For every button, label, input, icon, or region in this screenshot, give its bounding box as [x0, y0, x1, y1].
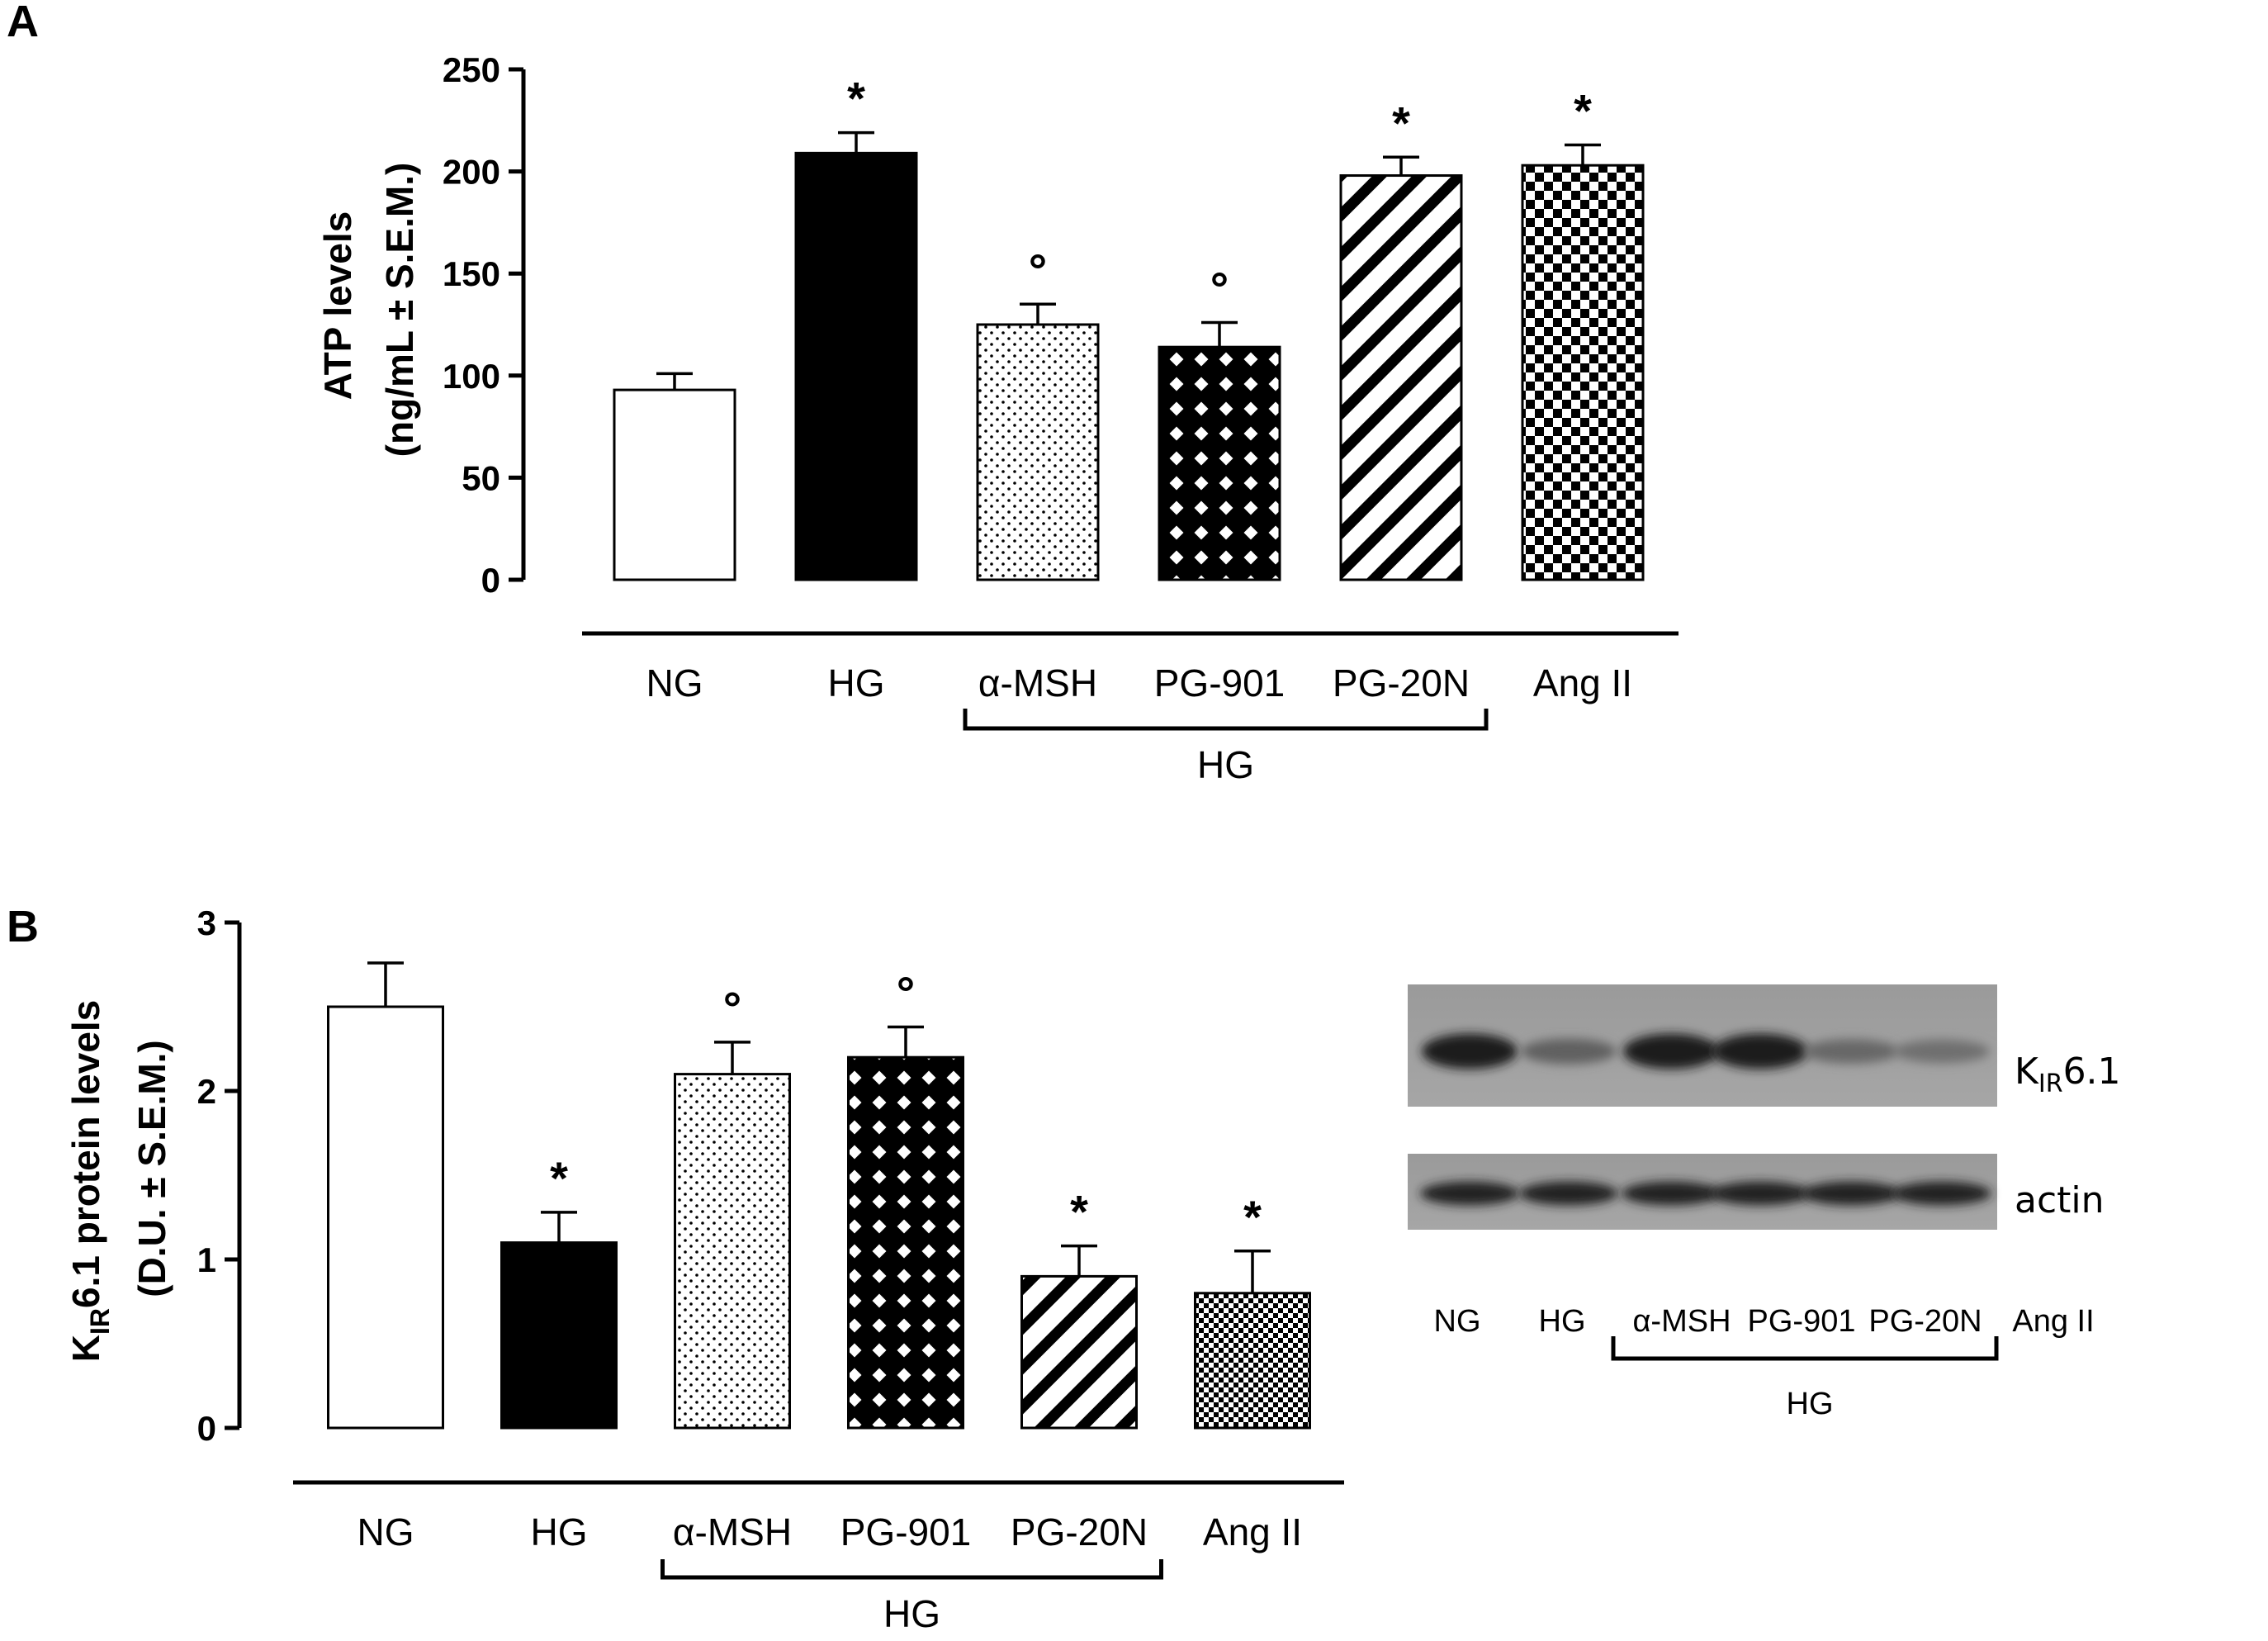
y-tick-label: 250 — [443, 50, 500, 89]
panel-letter-b: B — [7, 902, 39, 951]
actin-band-1 — [1519, 1181, 1618, 1206]
y-axis-label-b-line2: (D.U. ± S.E.M.) — [130, 1040, 173, 1297]
y-tick-label: 2 — [197, 1072, 216, 1111]
group-bracket-label: HG — [883, 1592, 940, 1635]
y-tick-label: 3 — [197, 903, 216, 942]
x-category-label-4: PG-20N — [1011, 1511, 1148, 1553]
significance-marker-5: * — [1243, 1191, 1262, 1243]
western-blot: KIR6.1 actin NG HG α-MSH PG-901 PG-20N Ang II… — [1408, 984, 2121, 1421]
y-axis-label-b-line1: KIR6.1 protein levels — [64, 1000, 115, 1363]
kir-band-0 — [1422, 1033, 1518, 1069]
x-category-label-3: PG-901 — [840, 1511, 972, 1553]
bar-4 — [1339, 174, 1463, 581]
significance-marker-2: ° — [723, 982, 741, 1034]
kir-band-1 — [1521, 1038, 1617, 1065]
actin-band-2 — [1622, 1181, 1721, 1206]
panel-letter-a: A — [7, 0, 39, 46]
y-axis-label-a-line1: ATP levels — [316, 211, 359, 400]
y-tick-label: 0 — [197, 1409, 216, 1448]
significance-marker-2: ° — [1029, 244, 1047, 296]
x-category-label-1: HG — [828, 662, 885, 704]
blot-lane-label-2: α-MSH — [1632, 1304, 1731, 1339]
blot-label-actin: actin — [2015, 1179, 2105, 1221]
group-bracket-label: HG — [1197, 743, 1254, 786]
kir-band-3 — [1712, 1033, 1808, 1069]
x-category-label-2: α-MSH — [673, 1511, 792, 1553]
bar-0 — [327, 1005, 444, 1430]
significance-marker-3: ° — [897, 966, 915, 1018]
group-bracket — [661, 1559, 1163, 1580]
bar-1 — [794, 151, 918, 581]
kir-band-2 — [1623, 1033, 1719, 1069]
x-category-label-5: Ang II — [1203, 1511, 1302, 1553]
significance-marker-1: * — [550, 1152, 568, 1204]
chart-a: ATP levels (ng/mL ± S.E.M.) 0 50 100 150 200… — [316, 50, 1679, 786]
x-category-label-5: Ang II — [1533, 662, 1632, 704]
actin-band-4 — [1802, 1181, 1901, 1206]
kir-band-4 — [1803, 1039, 1899, 1064]
bar-5 — [1521, 164, 1645, 581]
bar-3 — [1158, 345, 1281, 581]
y-tick-label: 200 — [443, 153, 500, 192]
significance-marker-3: ° — [1210, 263, 1229, 315]
y-tick-label: 150 — [443, 254, 500, 293]
y-axis-label-a-line2: (ng/mL ± S.E.M.) — [378, 163, 421, 458]
y-tick-label: 50 — [462, 458, 500, 497]
x-category-label-1: HG — [531, 1511, 588, 1553]
y-tick-label: 1 — [197, 1240, 216, 1279]
bar-1 — [500, 1241, 618, 1430]
x-category-label-4: PG-20N — [1333, 662, 1470, 704]
actin-band-5 — [1892, 1181, 1991, 1206]
blot-lane-labels: NG HG α-MSH PG-901 PG-20N Ang II — [1434, 1304, 2095, 1339]
actin-band-3 — [1711, 1181, 1810, 1206]
significance-marker-1: * — [847, 73, 865, 125]
bar-0 — [613, 388, 736, 581]
x-category-label-0: NG — [357, 1511, 414, 1553]
bar-2 — [976, 323, 1100, 581]
chart-b: KIR6.1 protein levels (D.U. ± S.E.M.) 0 1… — [64, 903, 1344, 1635]
bar-3 — [847, 1055, 964, 1430]
blot-label-kir: KIR6.1 — [2015, 1051, 2121, 1098]
bar-4 — [1020, 1274, 1138, 1430]
x-category-label-0: NG — [646, 662, 703, 704]
blot-hg-bracket: HG — [1611, 1336, 1999, 1421]
actin-bands — [1420, 1181, 1991, 1206]
x-category-label-2: α-MSH — [978, 662, 1097, 704]
kir-band-5 — [1894, 1039, 1990, 1064]
actin-band-0 — [1420, 1181, 1519, 1206]
blot-bracket-label: HG — [1787, 1387, 1834, 1421]
blot-lane-label-1: HG — [1539, 1304, 1586, 1339]
y-axis-label-b: KIR6.1 protein levels (D.U. ± S.E.M.) — [64, 1000, 173, 1363]
significance-marker-5: * — [1574, 84, 1592, 136]
y-axis-label-a: ATP levels (ng/mL ± S.E.M.) — [316, 163, 421, 458]
blot-lane-label-3: PG-901 — [1748, 1304, 1856, 1339]
bar-2 — [674, 1073, 791, 1430]
blot-bracket-line — [1611, 1336, 1999, 1361]
y-tick-label: 100 — [443, 357, 500, 396]
bar-5 — [1194, 1292, 1311, 1430]
blot-lane-label-0: NG — [1434, 1304, 1481, 1339]
y-tick-label: 0 — [481, 561, 500, 600]
blot-lane-label-5: Ang II — [2012, 1304, 2094, 1339]
group-bracket — [963, 709, 1489, 731]
kir-bands — [1422, 1033, 1990, 1069]
significance-marker-4: * — [1070, 1186, 1088, 1238]
significance-marker-4: * — [1392, 97, 1410, 149]
blot-lane-label-4: PG-20N — [1868, 1304, 1982, 1339]
x-category-label-3: PG-901 — [1154, 662, 1286, 704]
